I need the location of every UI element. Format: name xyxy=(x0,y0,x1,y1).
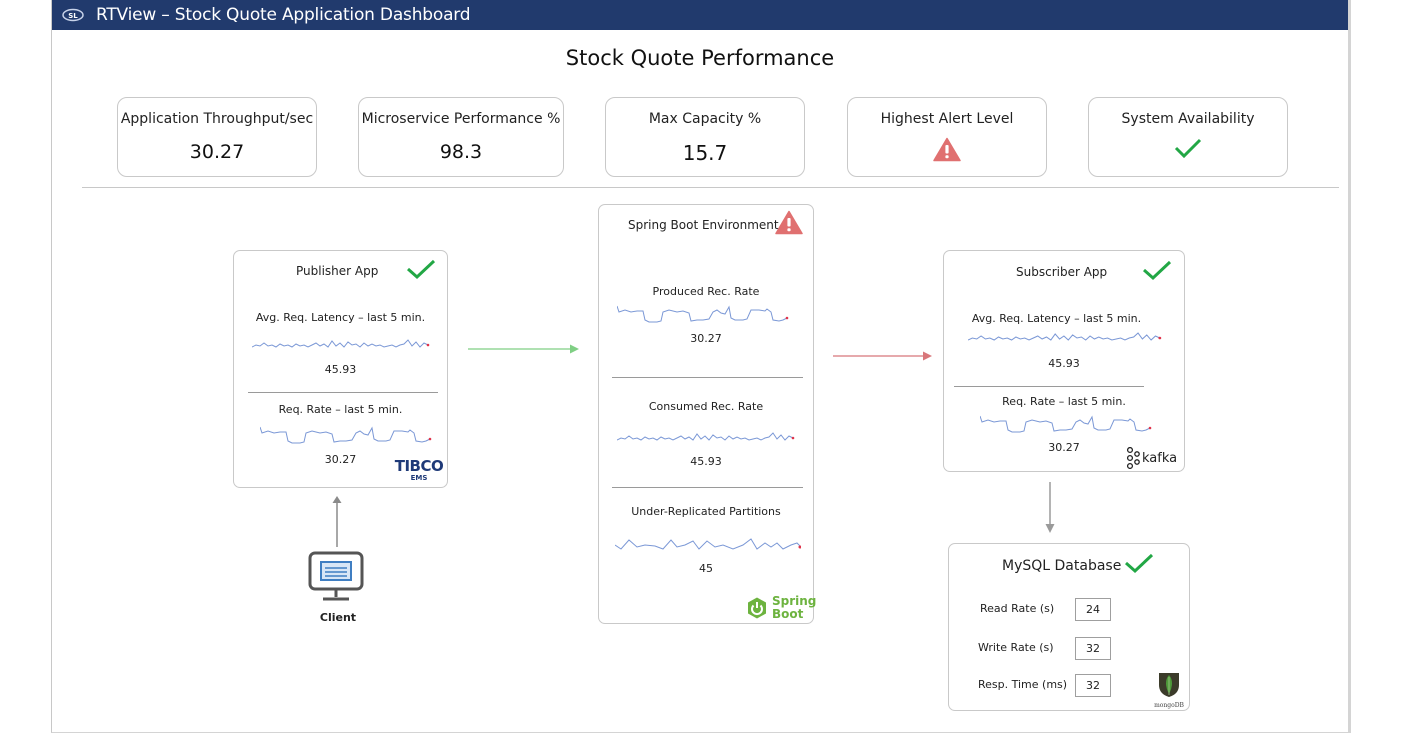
resp-time-value: 32 xyxy=(1075,674,1111,697)
kpi-system-availability[interactable]: System Availability xyxy=(1088,97,1288,177)
kpi-throughput[interactable]: Application Throughput/sec 30.27 xyxy=(117,97,317,177)
section-divider xyxy=(82,187,1339,188)
subscriber-to-database-arrow xyxy=(1045,482,1055,533)
page-title: Stock Quote Performance xyxy=(565,46,835,70)
kafka-icon xyxy=(1126,447,1140,469)
card-title: Publisher App xyxy=(296,264,379,278)
tibco-ems-logo: TIBCO EMS xyxy=(394,459,444,483)
separator xyxy=(612,377,803,378)
metric-value: 45.93 xyxy=(1048,357,1080,370)
db-row-label: Write Rate (s) xyxy=(978,641,1054,654)
metric-label: Consumed Rec. Rate xyxy=(648,400,764,413)
mysql-database-card[interactable]: MySQL Database Read Rate (s) 24 Write Ra… xyxy=(948,543,1190,711)
kpi-value: 98.3 xyxy=(439,141,483,163)
client-to-publisher-arrow xyxy=(332,496,342,547)
client-label: Client xyxy=(319,611,357,624)
card-title: Spring Boot Environment xyxy=(628,218,779,232)
brand-name: mongoDB xyxy=(1154,702,1184,709)
subscriber-app-card[interactable]: Subscriber App Avg. Req. Latency – last … xyxy=(943,250,1185,472)
metric-value: 30.27 xyxy=(324,453,357,466)
spring-boot-environment-card[interactable]: Spring Boot Environment Produced Rec. Ra… xyxy=(598,204,817,624)
publisher-to-spring-arrow xyxy=(468,344,579,354)
sl-logo-icon: SL xyxy=(62,8,84,22)
card-title: MySQL Database xyxy=(1002,558,1122,574)
brand-name: TIBCO xyxy=(394,457,444,475)
warning-triangle-icon xyxy=(848,137,1046,162)
spring-to-subscriber-arrow xyxy=(833,351,932,361)
metric-label: Req. Rate – last 5 min. xyxy=(1002,395,1126,408)
kafka-logo: kafka xyxy=(1126,447,1177,469)
metric-value: 45.93 xyxy=(690,455,722,468)
kpi-label: Highest Alert Level xyxy=(880,111,1014,127)
kpi-label: Application Throughput/sec xyxy=(120,111,314,127)
svg-text:SL: SL xyxy=(68,12,78,20)
metric-label: Produced Rec. Rate xyxy=(652,285,760,298)
kpi-label: Max Capacity % xyxy=(648,111,762,127)
kpi-microservice-performance[interactable]: Microservice Performance % 98.3 xyxy=(358,97,564,177)
kpi-highest-alert-level[interactable]: Highest Alert Level xyxy=(847,97,1047,177)
mongodb-logo: mongoDB xyxy=(1151,670,1187,709)
under-replicated-sparkline xyxy=(615,538,801,550)
brand-line1: Spring xyxy=(772,594,817,608)
title-bar: SL RTView – Stock Quote Application Dash… xyxy=(52,0,1348,30)
metric-value: 45.93 xyxy=(324,363,357,376)
kpi-value: 15.7 xyxy=(682,141,728,165)
req-rate-sparkline xyxy=(260,426,432,444)
metric-value: 30.27 xyxy=(1048,441,1080,454)
separator xyxy=(248,392,438,393)
consumed-rate-sparkline xyxy=(617,432,795,441)
kpi-max-capacity[interactable]: Max Capacity % 15.7 xyxy=(605,97,805,177)
write-rate-value: 32 xyxy=(1075,637,1111,660)
window-title: RTView – Stock Quote Application Dashboa… xyxy=(96,5,471,25)
metric-value: 30.27 xyxy=(690,332,722,345)
monitor-icon[interactable] xyxy=(307,551,365,607)
checkmark-icon xyxy=(1142,259,1172,285)
publisher-app-card[interactable]: Publisher App Avg. Req. Latency – last 5… xyxy=(233,250,448,488)
latency-sparkline xyxy=(968,332,1162,341)
kpi-label: Microservice Performance % xyxy=(361,111,561,127)
checkmark-icon xyxy=(1124,552,1154,578)
kpi-value: 30.27 xyxy=(189,141,245,163)
req-rate-sparkline xyxy=(980,415,1152,433)
checkmark-icon xyxy=(1089,137,1287,159)
produced-rate-sparkline xyxy=(617,305,789,323)
brand-line2: Boot xyxy=(772,607,804,621)
mongodb-leaf-icon xyxy=(1159,673,1179,697)
checkmark-icon xyxy=(406,258,436,284)
brand-sub: EMS xyxy=(410,474,428,482)
card-title: Subscriber App xyxy=(1016,265,1108,279)
warning-triangle-icon xyxy=(775,210,803,239)
brand-name: kafka xyxy=(1142,450,1178,466)
latency-sparkline xyxy=(252,339,430,348)
separator xyxy=(954,386,1144,387)
metric-label: Req. Rate – last 5 min. xyxy=(278,403,403,416)
db-row-label: Read Rate (s) xyxy=(980,602,1055,615)
metric-label: Avg. Req. Latency – last 5 min. xyxy=(255,311,426,324)
read-rate-value: 24 xyxy=(1075,598,1111,621)
metric-label: Under-Replicated Partitions xyxy=(631,505,781,518)
dashboard-window: SL RTView – Stock Quote Application Dash… xyxy=(51,0,1351,733)
power-icon xyxy=(748,597,766,619)
separator xyxy=(612,487,803,488)
db-row-label: Resp. Time (ms) xyxy=(978,678,1068,691)
kpi-label: System Availability xyxy=(1121,111,1255,127)
metric-label: Avg. Req. Latency – last 5 min. xyxy=(971,312,1142,325)
metric-value: 45 xyxy=(699,562,713,575)
